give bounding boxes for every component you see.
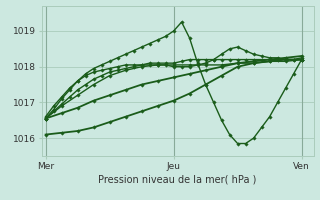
- X-axis label: Pression niveau de la mer( hPa ): Pression niveau de la mer( hPa ): [99, 175, 257, 185]
